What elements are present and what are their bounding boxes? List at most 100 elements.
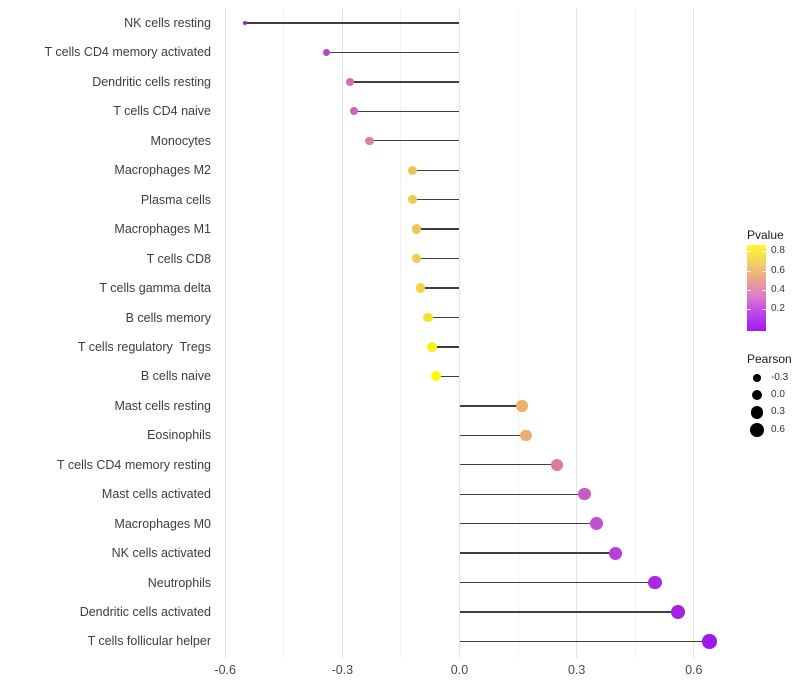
x-axis-tick-label: 0.3	[567, 663, 586, 677]
major-gridline	[224, 8, 226, 658]
data-point-dot	[411, 224, 422, 234]
colorbar-tick-label: 0.6	[771, 264, 785, 276]
data-point-dot	[365, 136, 374, 145]
x-axis-tick-label: 0.6	[685, 663, 703, 677]
category-label: NK cells activated	[111, 546, 211, 561]
major-gridline	[459, 8, 460, 658]
pearson-legend-dot	[750, 406, 764, 419]
colorbar-tick	[762, 270, 766, 272]
data-point-dot	[350, 107, 359, 116]
colorbar-tick-label: 0.2	[771, 303, 785, 314]
category-label: Macrophages M2	[114, 163, 211, 178]
data-point-dot	[411, 253, 422, 264]
category-label: T cells gamma delta	[99, 281, 211, 296]
category-label: Mast cells resting	[114, 398, 211, 413]
data-point-dot	[516, 400, 528, 412]
data-point-dot	[431, 371, 441, 382]
colorbar-tick	[762, 251, 766, 252]
data-point-dot	[242, 20, 247, 26]
pearson-legend-dot	[753, 374, 761, 382]
data-point-dot	[423, 312, 434, 323]
pearson-legend-label: 0.6	[771, 423, 785, 435]
category-label: T cells CD8	[146, 251, 211, 266]
lollipop-stem	[459, 640, 710, 643]
colorbar-tick	[747, 251, 751, 252]
lollipop-stem	[244, 22, 460, 24]
category-label: T cells CD4 memory activated	[44, 45, 212, 60]
lollipop-stem	[350, 81, 460, 83]
x-axis-tick-label: -0.6	[214, 663, 236, 677]
category-label: Monocytes	[150, 133, 211, 148]
category-label: T cells CD4 memory resting	[57, 457, 211, 472]
category-label: Neutrophils	[147, 575, 211, 590]
data-point-dot	[407, 195, 418, 205]
data-point-dot	[427, 342, 438, 352]
pearson-legend-label: 0.3	[771, 406, 785, 418]
category-label: B cells naive	[140, 369, 211, 384]
lollipop-stem	[459, 581, 655, 584]
data-point-dot	[702, 634, 717, 649]
pearson-legend-label: 0.0	[771, 389, 785, 401]
category-label: NK cells resting	[124, 16, 211, 30]
major-gridline	[693, 8, 695, 658]
lollipop-stem	[412, 199, 460, 201]
lollipop-stem	[428, 316, 460, 319]
data-point-dot	[551, 458, 564, 471]
data-point-dot	[323, 48, 331, 57]
data-point-dot	[578, 487, 591, 501]
lollipop-stem	[420, 287, 460, 289]
lollipop-stem	[416, 228, 460, 230]
lollipop-stem	[459, 552, 616, 554]
colorbar-tick	[762, 289, 766, 291]
lollipop-stem	[459, 522, 597, 525]
pvalue-legend-title: Pvalue	[747, 228, 784, 242]
minor-gridline	[517, 8, 519, 658]
colorbar-tick-label: 0.8	[771, 245, 785, 256]
category-label: Plasma cells	[140, 192, 211, 207]
data-point-dot	[671, 605, 686, 619]
major-gridline	[341, 8, 343, 658]
data-point-dot	[609, 546, 623, 560]
colorbar-tick	[762, 309, 766, 310]
category-label: Macrophages M0	[114, 516, 211, 531]
category-label: T cells CD4 naive	[113, 104, 211, 119]
lollipop-stem	[354, 110, 460, 113]
lollipop-stem	[436, 375, 460, 378]
lollipop-stem	[459, 405, 522, 407]
category-label: Dendritic cells resting	[92, 74, 211, 89]
lollipop-stem	[459, 611, 679, 613]
lollipop-stem	[432, 346, 460, 348]
colorbar-tick	[747, 270, 751, 272]
data-point-dot	[346, 77, 355, 86]
minor-gridline	[283, 8, 285, 658]
lollipop-stem	[459, 493, 585, 495]
category-label: B cells memory	[125, 310, 211, 325]
category-label: Dendritic cells activated	[79, 605, 211, 619]
category-label: T cells follicular helper	[87, 634, 211, 649]
lollipop-stem	[412, 169, 460, 171]
minor-gridline	[400, 8, 402, 658]
lollipop-stem	[326, 51, 460, 54]
data-point-dot	[415, 283, 426, 293]
data-point-dot	[407, 165, 418, 175]
colorbar-tick	[747, 309, 751, 310]
major-gridline	[576, 8, 578, 658]
x-axis-tick-label: 0.0	[450, 663, 469, 677]
category-label: T cells regulatory Tregs	[77, 339, 211, 354]
colorbar-tick	[747, 289, 751, 291]
colorbar-tick-label: 0.4	[771, 283, 785, 295]
category-label: Macrophages M1	[114, 222, 211, 237]
lollipop-stem	[369, 140, 460, 142]
lollipop-stem	[416, 257, 460, 260]
x-axis-tick-label: -0.3	[331, 663, 354, 677]
pearson-legend-title: Pearson	[747, 352, 792, 366]
pearson-legend-dot	[749, 422, 765, 437]
lollipop-stem	[459, 464, 558, 466]
category-label: Eosinophils	[147, 428, 211, 443]
lollipop-stem	[459, 434, 526, 436]
minor-gridline	[634, 8, 636, 658]
pearson-legend-dot	[751, 390, 763, 401]
category-label: Mast cells activated	[101, 487, 211, 502]
pvalue-colorbar	[747, 245, 766, 331]
